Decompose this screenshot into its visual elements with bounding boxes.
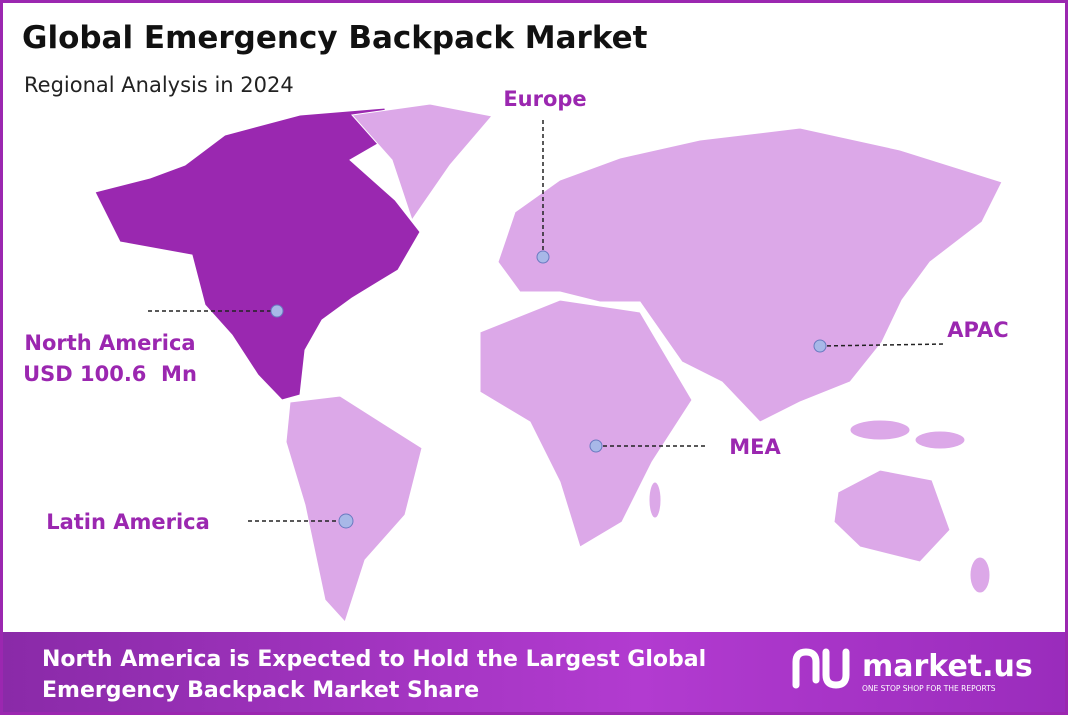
marker	[270, 304, 284, 318]
eurasia	[497, 127, 1003, 423]
greenland	[351, 103, 493, 222]
logo: market.us ONE STOP SHOP FOR THE REPORTS	[792, 648, 1033, 693]
region-value: USD 100.6 Mn	[23, 362, 197, 386]
logo-tagline: ONE STOP SHOP FOR THE REPORTS	[862, 684, 996, 693]
north-america	[94, 107, 421, 401]
region-label: Latin America	[46, 510, 210, 534]
footer-band	[3, 632, 1065, 712]
region-label: Europe	[503, 87, 586, 111]
title: Global Emergency Backpack Market	[22, 20, 648, 56]
footer-text: North America is Expected to Hold the La…	[42, 647, 706, 672]
callouts	[148, 120, 946, 529]
africa	[479, 299, 693, 548]
logo-text: market.us	[862, 649, 1033, 684]
marker	[813, 339, 827, 353]
islands	[849, 419, 911, 441]
islands	[914, 430, 966, 450]
australia	[833, 469, 951, 563]
region-label: APAC	[947, 318, 1008, 342]
islands	[969, 556, 991, 594]
region-label: North America	[24, 331, 195, 355]
logo-mark	[792, 648, 850, 689]
marker	[536, 250, 550, 264]
world-map	[94, 103, 1003, 623]
marker	[589, 439, 603, 453]
south-america	[285, 395, 423, 623]
region-label: MEA	[729, 435, 781, 459]
footer-text: Emergency Backpack Market Share	[42, 678, 479, 703]
islands	[648, 481, 662, 519]
marker	[338, 513, 354, 529]
subtitle: Regional Analysis in 2024	[24, 73, 294, 97]
